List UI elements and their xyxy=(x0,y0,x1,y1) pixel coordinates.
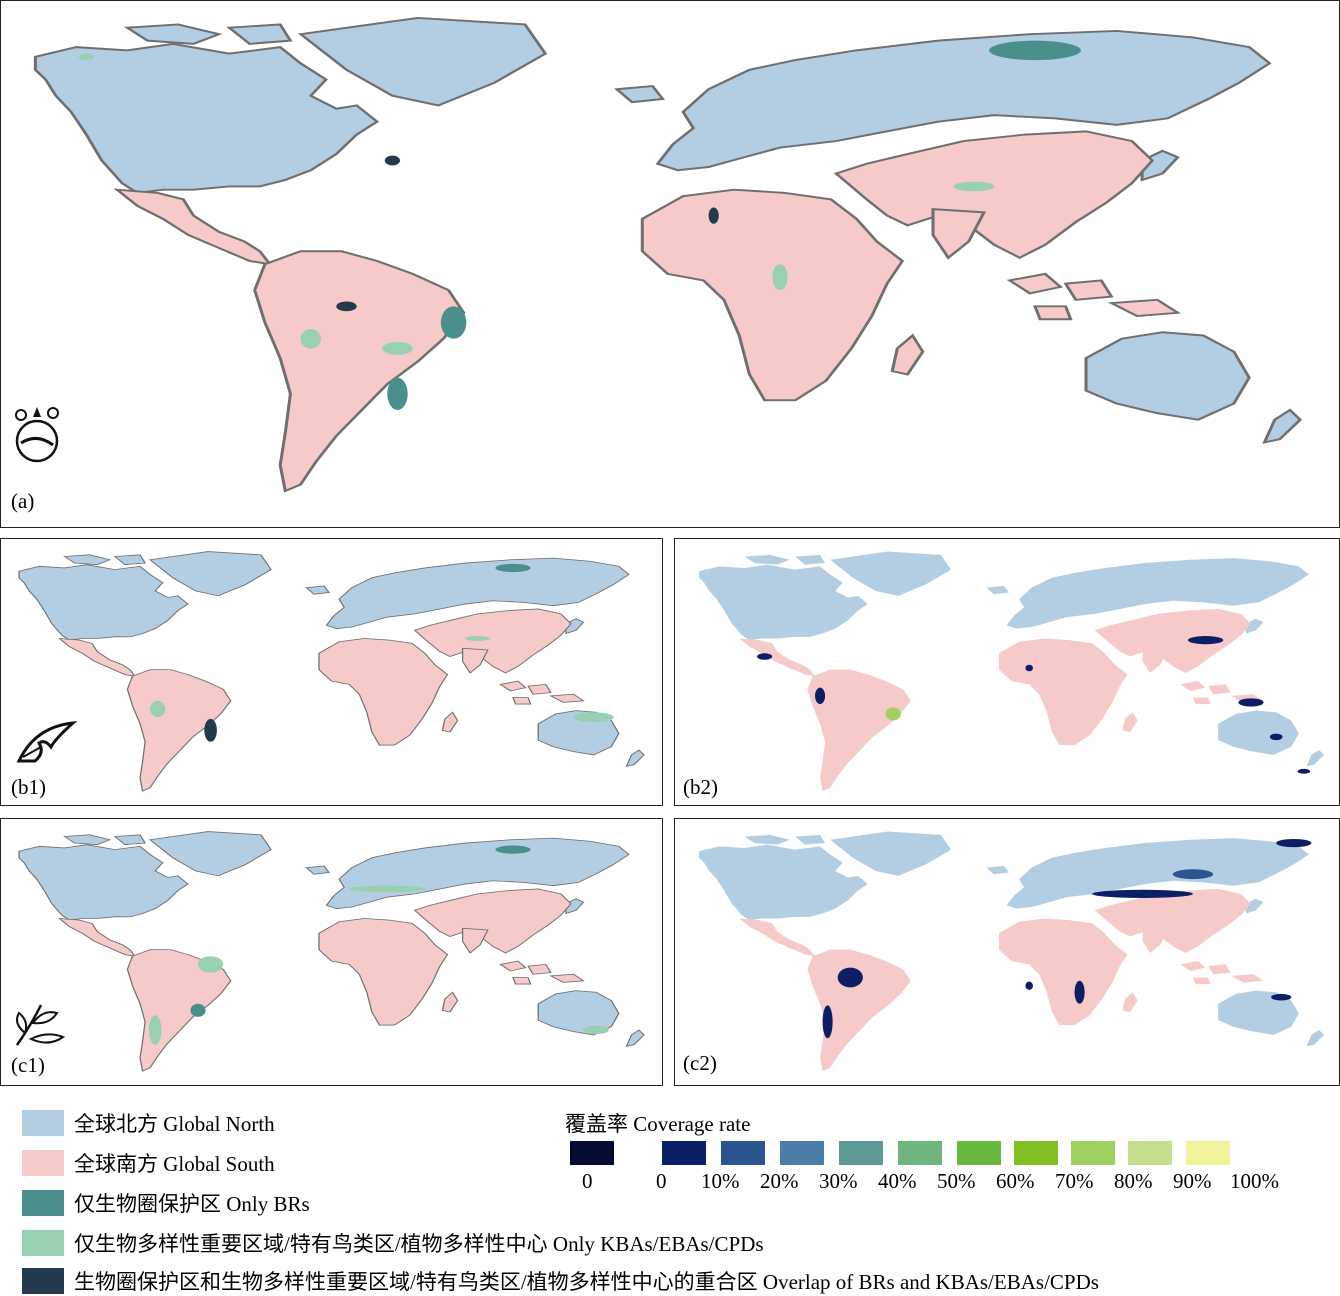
protected-area-patches xyxy=(150,563,614,742)
protected-area-patches xyxy=(78,40,1081,410)
coverage-swatch xyxy=(839,1141,883,1165)
coverage-swatch xyxy=(898,1141,942,1165)
legend-item-global-south: 全球南方 Global South xyxy=(22,1148,275,1178)
panel-label-b2: (b2) xyxy=(683,775,718,799)
coverage-tick-label: 0 xyxy=(656,1169,667,1193)
global-south-region xyxy=(58,608,585,792)
panel-c1: (c1) xyxy=(0,818,663,1086)
panel-b2: (b2) xyxy=(674,538,1340,806)
legend-item-global-north: 全球北方 Global North xyxy=(22,1108,275,1138)
coverage-tick-label: 60% xyxy=(996,1169,1035,1193)
legend-item-overlap: 生物圈保护区和生物多样性重要区域/特有鸟类区/植物多样性中心的重合区 Overl… xyxy=(22,1266,1099,1296)
global-south-region xyxy=(58,888,585,1072)
legend-label: 仅生物多样性重要区域/特有鸟类区/植物多样性中心 Only KBAs/EBAs/… xyxy=(74,1232,764,1256)
coverage-swatch xyxy=(1014,1141,1058,1165)
coverage-tick-label: 40% xyxy=(878,1169,917,1193)
coverage-tick-label: 50% xyxy=(937,1169,976,1193)
legend-swatch xyxy=(22,1190,64,1216)
legend-swatch xyxy=(22,1110,64,1136)
global-south-region xyxy=(115,129,1180,493)
panel-c2: (c2) xyxy=(674,818,1340,1086)
protected-area-patches xyxy=(148,845,609,1045)
legend-label: 仅生物圈保护区 Only BRs xyxy=(74,1192,310,1216)
panel-a: (a) xyxy=(0,0,1340,528)
legend-item-only-kbas: 仅生物多样性重要区域/特有鸟类区/植物多样性中心 Only KBAs/EBAs/… xyxy=(22,1228,764,1258)
coverage-swatch xyxy=(1186,1141,1230,1165)
panel-label-c2: (c2) xyxy=(683,1051,717,1075)
coverage-tick-label: 20% xyxy=(760,1169,799,1193)
coverage-swatch xyxy=(957,1141,1001,1165)
legend-label: 生物圈保护区和生物多样性重要区域/特有鸟类区/植物多样性中心的重合区 Overl… xyxy=(74,1270,1099,1294)
coverage-patches xyxy=(822,838,1312,1039)
coverage-swatch xyxy=(780,1141,824,1165)
legend-label: 全球北方 Global North xyxy=(74,1112,275,1136)
coverage-tick-label: 10% xyxy=(701,1169,740,1193)
coverage-swatch xyxy=(662,1141,706,1165)
coverage-patches xyxy=(757,636,1311,774)
coverage-legend-title: 覆盖率 Coverage rate xyxy=(565,1112,751,1136)
coverage-swatch xyxy=(570,1141,614,1165)
panel-label-c1: (c1) xyxy=(11,1053,45,1077)
coverage-swatch xyxy=(1128,1141,1172,1165)
legend-item-only-brs: 仅生物圈保护区 Only BRs xyxy=(22,1188,310,1218)
panel-b1: (b1) xyxy=(0,538,663,806)
legend-swatch xyxy=(22,1150,64,1176)
legend-label: 全球南方 Global South xyxy=(74,1152,275,1176)
coverage-swatch xyxy=(721,1141,765,1165)
coverage-tick-label: 70% xyxy=(1055,1169,1094,1193)
coverage-tick-label: 0 xyxy=(582,1169,593,1193)
coverage-tick-label: 80% xyxy=(1114,1169,1153,1193)
coverage-tick-label: 100% xyxy=(1230,1169,1279,1193)
coverage-tick-label: 90% xyxy=(1173,1169,1212,1193)
global-south-region xyxy=(739,888,1264,1071)
legend-swatch xyxy=(22,1230,64,1256)
panel-label-b1: (b1) xyxy=(11,775,46,799)
coverage-swatch xyxy=(1071,1141,1115,1165)
legend-swatch xyxy=(22,1268,64,1294)
coverage-tick-label: 30% xyxy=(819,1169,858,1193)
panel-label-a: (a) xyxy=(11,489,35,513)
